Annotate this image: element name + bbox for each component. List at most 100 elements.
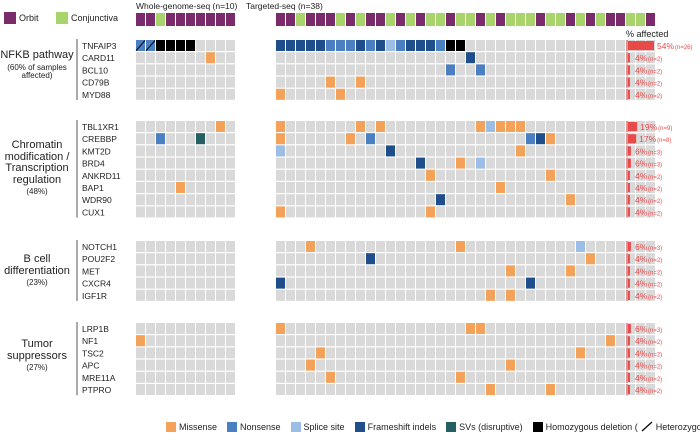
empty-cell — [596, 52, 605, 64]
empty-cell — [286, 64, 295, 76]
empty-cell — [176, 241, 185, 252]
gene-label: ANKRD11 — [82, 171, 121, 181]
empty-cell — [616, 265, 625, 277]
empty-cell — [216, 289, 225, 301]
empty-cell — [286, 52, 295, 64]
empty-cell — [496, 265, 505, 277]
empty-cell — [596, 347, 605, 359]
empty-cell — [346, 206, 355, 218]
empty-cell — [166, 277, 175, 289]
empty-cell — [306, 253, 315, 265]
legend-label: Missense — [179, 421, 218, 432]
empty-cell — [506, 253, 515, 265]
empty-cell — [466, 145, 475, 157]
mutation-cell — [216, 121, 225, 132]
empty-cell — [206, 145, 215, 157]
pct-label: 4% — [635, 78, 648, 88]
empty-cell — [336, 206, 345, 218]
empty-cell — [546, 206, 555, 218]
empty-cell — [156, 241, 165, 252]
empty-cell — [466, 40, 475, 51]
empty-cell — [386, 384, 395, 395]
empty-cell — [606, 194, 615, 206]
empty-cell — [416, 241, 425, 252]
empty-cell — [426, 194, 435, 206]
empty-cell — [606, 76, 615, 88]
empty-cell — [346, 289, 355, 301]
gene-label: TSC2 — [82, 348, 104, 358]
empty-cell — [396, 64, 405, 76]
empty-cell — [616, 64, 625, 76]
pct-bar — [628, 372, 630, 382]
empty-cell — [546, 76, 555, 88]
empty-cell — [296, 194, 305, 206]
empty-cell — [526, 157, 535, 169]
empty-cell — [146, 335, 155, 347]
empty-cell — [646, 265, 655, 277]
empty-cell — [166, 253, 175, 265]
empty-cell — [446, 169, 455, 181]
legend-missense: Missense — [166, 421, 218, 432]
empty-cell — [456, 145, 465, 157]
empty-cell — [216, 265, 225, 277]
empty-cell — [306, 206, 315, 218]
empty-cell — [166, 265, 175, 277]
empty-cell — [486, 371, 495, 383]
empty-cell — [326, 277, 335, 289]
gene-label: WDR90 — [82, 195, 112, 205]
n-label: (n=26) — [675, 45, 693, 51]
empty-cell — [186, 323, 195, 334]
empty-cell — [326, 182, 335, 193]
empty-cell — [286, 206, 295, 218]
empty-cell — [486, 133, 495, 145]
empty-cell — [186, 121, 195, 132]
empty-cell — [286, 76, 295, 88]
pct-bar — [628, 360, 630, 370]
empty-cell — [166, 133, 175, 145]
empty-cell — [586, 347, 595, 359]
empty-cell — [536, 206, 545, 218]
empty-cell — [426, 76, 435, 88]
empty-cell — [386, 194, 395, 206]
n-label: (n=2) — [648, 57, 662, 63]
empty-cell — [386, 335, 395, 347]
empty-cell — [226, 64, 235, 76]
empty-cell — [576, 265, 585, 277]
empty-cell — [626, 347, 635, 359]
empty-cell — [136, 323, 145, 334]
empty-cell — [416, 335, 425, 347]
empty-cell — [616, 359, 625, 371]
mutation-cell — [166, 40, 175, 51]
empty-cell — [496, 241, 505, 252]
empty-cell — [566, 241, 575, 252]
empty-cell — [196, 241, 205, 252]
empty-cell — [596, 76, 605, 88]
empty-cell — [616, 323, 625, 334]
pct-label: 54% — [657, 41, 674, 51]
empty-cell — [596, 277, 605, 289]
empty-cell — [416, 265, 425, 277]
empty-cell — [626, 253, 635, 265]
empty-cell — [516, 64, 525, 76]
empty-cell — [436, 76, 445, 88]
empty-cell — [296, 182, 305, 193]
empty-cell — [366, 194, 375, 206]
empty-cell — [566, 52, 575, 64]
mutation-cell — [276, 121, 285, 132]
empty-cell — [156, 52, 165, 64]
empty-cell — [136, 157, 145, 169]
group-title: NFKB pathway — [0, 49, 74, 61]
mutation-cell — [196, 133, 205, 145]
empty-cell — [136, 359, 145, 371]
empty-cell — [536, 194, 545, 206]
empty-cell — [506, 169, 515, 181]
empty-cell — [466, 384, 475, 395]
sample-site-cell — [296, 13, 305, 26]
empty-cell — [516, 157, 525, 169]
empty-cell — [346, 253, 355, 265]
empty-cell — [136, 182, 145, 193]
group-title: Chromatin modification / Transcription r… — [4, 139, 70, 186]
empty-cell — [466, 76, 475, 88]
legend-label: Frameshift indels — [367, 421, 437, 432]
empty-cell — [286, 133, 295, 145]
